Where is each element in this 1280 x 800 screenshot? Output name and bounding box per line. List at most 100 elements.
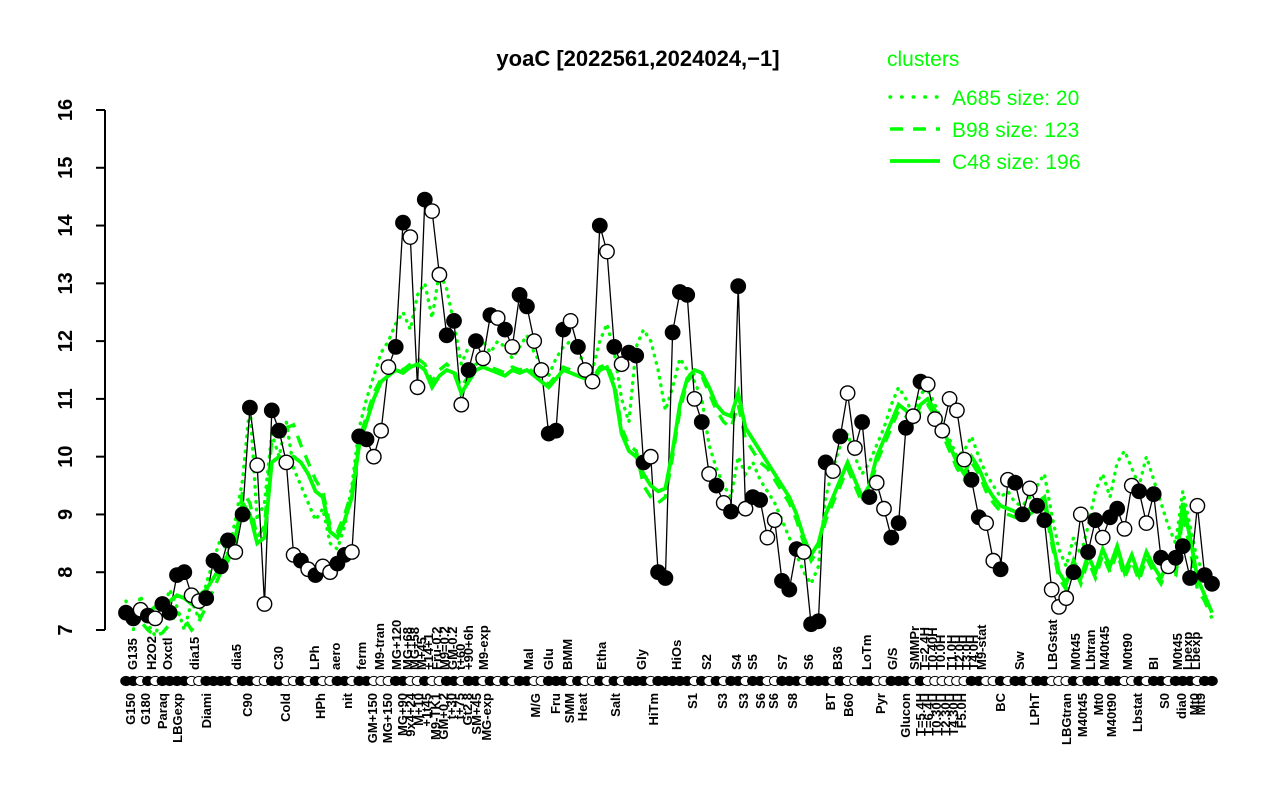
data-point — [693, 414, 710, 430]
data-point — [1021, 480, 1038, 497]
x-axis-label-top: GM-0.2 — [445, 627, 460, 670]
data-point — [365, 448, 382, 465]
x-axis-label-bottom: S6 — [766, 693, 781, 709]
data-point — [963, 471, 980, 488]
strip-dot — [1206, 675, 1218, 687]
x-axis-label-top: MG+120 — [389, 620, 404, 670]
x-axis-label-bottom: Glucon — [898, 693, 913, 738]
data-point — [431, 266, 448, 283]
data-point — [657, 570, 674, 586]
x-axis-label-top: T0.0H — [933, 635, 948, 670]
data-point — [628, 347, 645, 364]
x-axis-label-bottom: S8 — [785, 693, 800, 709]
data-point — [825, 463, 841, 479]
x-axis-label-bottom: M/G — [528, 693, 543, 718]
x-axis-label-top: LBGstat — [1045, 619, 1060, 670]
data-point — [905, 408, 922, 425]
data-point — [511, 286, 528, 303]
x-axis-label-top: S4 — [729, 653, 744, 670]
data-point — [934, 422, 951, 439]
x-axis-label-top: S2 — [699, 654, 714, 670]
data-point — [868, 474, 885, 491]
x-axis-label-bottom: Gt2.8 — [460, 693, 475, 726]
data-point — [1204, 575, 1220, 592]
data-point — [416, 191, 433, 208]
data-point — [1145, 486, 1162, 503]
data-point — [708, 477, 725, 494]
data-point — [642, 448, 659, 465]
data-point — [373, 422, 389, 439]
x-axis-label-top: Oxctl — [160, 637, 175, 670]
x-axis-label-top: T3.0H — [959, 635, 974, 670]
x-axis-label-top: Lbtran — [1083, 630, 1098, 671]
data-point — [759, 529, 776, 546]
x-axis-label-bottom: T0.30H — [929, 693, 944, 736]
cluster-curve-a685 — [124, 265, 1214, 640]
x-axis-label-top: ferm — [354, 642, 369, 670]
data-point — [898, 419, 914, 436]
x-axis-label-bottom: G180 — [138, 693, 153, 725]
x-axis-label-top: M0t45 — [1170, 633, 1185, 670]
data-point — [475, 350, 491, 367]
x-axis-marker-strip — [120, 675, 1218, 687]
data-point — [577, 362, 594, 378]
x-axis-label-top: Lpexp — [1180, 632, 1195, 670]
data-point — [752, 492, 768, 508]
y-tick-label: 9 — [55, 509, 77, 520]
data-point — [497, 321, 513, 338]
data-point — [1109, 500, 1126, 517]
data-point — [1014, 506, 1031, 523]
x-axis-label-top: H2O2 — [144, 636, 159, 670]
x-axis-labels: G135 H2O2 Oxctl dia15 dia5 C30 LPh aero ferm M9-t… — [123, 619, 1208, 745]
data-point — [526, 333, 543, 349]
x-axis-label-bottom: Heat — [575, 692, 590, 721]
x-axis-label-bottom: M+10 — [411, 693, 426, 726]
x-axis-label-top: HiOs — [669, 640, 684, 670]
x-axis-label-top: MG+58 — [407, 627, 422, 670]
data-point — [263, 402, 280, 419]
x-axis-label-bottom: GM+150 — [365, 693, 380, 743]
data-point — [584, 373, 601, 390]
data-point — [810, 613, 827, 630]
data-point — [591, 217, 608, 234]
data-point — [467, 333, 484, 349]
x-axis-label-bottom: M40t90 — [1104, 693, 1119, 737]
data-point — [919, 376, 936, 393]
data-point — [147, 610, 164, 627]
x-axis-label-top: M9-tran — [372, 623, 387, 670]
x-axis-label-top: M9-stat — [974, 624, 989, 670]
data-point — [1072, 506, 1089, 523]
x-axis-label-bottom: Salt — [608, 692, 623, 717]
x-axis-label-bottom: T=6.4H — [921, 693, 936, 736]
y-tick-label: 13 — [55, 272, 77, 294]
x-axis-label-bottom: HiTm — [646, 693, 661, 726]
x-axis-label-bottom: Paraq — [155, 693, 170, 729]
x-axis-label-top: T0.40H — [925, 627, 940, 670]
data-point — [861, 489, 878, 505]
x-axis-label-bottom: G150 — [123, 693, 138, 725]
data-point — [832, 428, 849, 445]
x-axis-label-top: SMMPr — [907, 626, 922, 670]
data-point — [1138, 515, 1155, 531]
data-point — [1182, 570, 1199, 586]
data-point — [460, 362, 477, 378]
y-tick-label: 11 — [55, 388, 77, 409]
x-axis-label-bottom: LPhT — [1027, 693, 1042, 726]
data-point — [883, 529, 900, 546]
data-point — [766, 512, 783, 529]
data-point — [679, 286, 696, 303]
x-axis-label-bottom: 9x4+24 — [403, 692, 418, 737]
x-axis-label-bottom: SMM — [562, 693, 577, 723]
data-point — [737, 500, 754, 517]
data-point — [358, 431, 375, 448]
y-axis: 7 8 9 10 11 12 13 14 15 16 — [55, 99, 106, 636]
data-point — [1029, 497, 1046, 514]
x-axis-label-bottom: +1t45 — [419, 693, 434, 727]
x-axis-label-bottom: SM+45 — [469, 693, 484, 735]
x-axis-label-bottom: LBGtran — [1059, 693, 1074, 745]
x-axis-label-top: T4.0H — [966, 635, 981, 670]
data-point — [533, 362, 550, 378]
data-point — [686, 390, 703, 407]
x-axis-label-bottom: Mt9 — [1193, 693, 1208, 715]
